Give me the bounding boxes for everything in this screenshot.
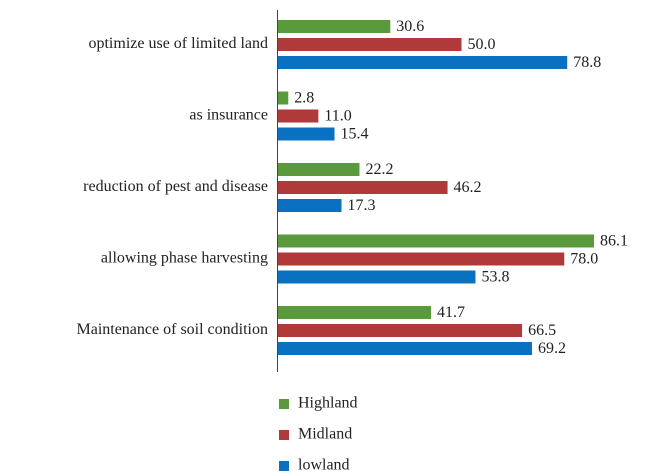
bar	[278, 199, 342, 212]
data-label: 15.4	[341, 126, 369, 143]
bar	[278, 306, 432, 319]
data-label: 86.1	[600, 233, 628, 250]
data-label: 41.7	[437, 304, 465, 321]
data-label: 17.3	[347, 197, 375, 214]
bar	[278, 181, 448, 194]
y-tick-label: reduction of pest and disease	[83, 178, 268, 195]
bar	[278, 324, 523, 337]
bar	[278, 342, 532, 355]
y-tick-label: optimize use of limited land	[88, 35, 268, 52]
data-label: 50.0	[468, 36, 496, 53]
y-tick-label: Maintenance of soil condition	[76, 321, 268, 338]
data-label: 66.5	[528, 322, 556, 339]
y-tick-label: allowing phase harvesting	[101, 250, 268, 267]
bar	[278, 234, 594, 248]
data-label: 2.8	[294, 90, 314, 107]
data-label: 22.2	[365, 161, 393, 178]
data-label: 46.2	[454, 179, 482, 196]
bar	[278, 38, 462, 51]
bar	[278, 127, 335, 141]
bar	[278, 56, 568, 69]
bar	[278, 270, 476, 284]
bar	[278, 163, 360, 176]
bar	[278, 20, 391, 33]
legend-swatch	[279, 430, 289, 440]
legend-label: lowland	[298, 457, 350, 474]
legend-swatch	[279, 399, 289, 409]
bar	[278, 91, 289, 105]
data-label: 69.2	[538, 340, 566, 357]
data-label: 53.8	[481, 269, 509, 286]
legend-label: Highland	[298, 395, 358, 412]
data-label: 78.8	[573, 54, 601, 71]
data-label: 30.6	[396, 18, 424, 35]
legend-label: Midland	[298, 426, 352, 443]
legend-swatch	[279, 461, 289, 471]
bar	[278, 109, 319, 123]
bar	[278, 252, 565, 266]
data-label: 78.0	[570, 251, 598, 268]
y-tick-label: as insurance	[189, 107, 268, 124]
data-label: 11.0	[324, 108, 351, 125]
